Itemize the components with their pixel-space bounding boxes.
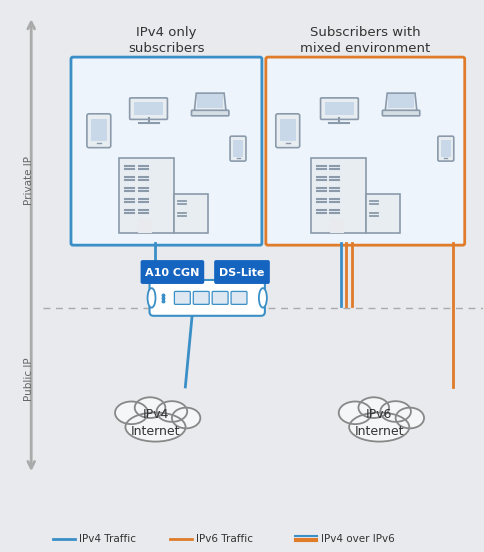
Bar — [388, 94, 414, 108]
Text: A10 CGN: A10 CGN — [145, 268, 199, 278]
Bar — [134, 102, 164, 115]
Text: IPv6 Traffic: IPv6 Traffic — [197, 534, 253, 544]
Text: Public IP: Public IP — [24, 358, 34, 401]
Bar — [91, 119, 107, 141]
Ellipse shape — [339, 401, 372, 424]
FancyBboxPatch shape — [276, 114, 300, 147]
FancyBboxPatch shape — [193, 291, 209, 304]
Ellipse shape — [259, 288, 267, 307]
Ellipse shape — [157, 401, 187, 422]
Bar — [280, 119, 296, 141]
FancyBboxPatch shape — [130, 98, 167, 119]
FancyBboxPatch shape — [87, 114, 111, 147]
Bar — [441, 140, 451, 157]
FancyBboxPatch shape — [320, 98, 358, 119]
Bar — [197, 94, 223, 108]
Text: IPv4 over IPv6: IPv4 over IPv6 — [320, 534, 394, 544]
Text: Private IP: Private IP — [24, 156, 34, 205]
FancyBboxPatch shape — [150, 280, 265, 316]
Bar — [138, 219, 152, 233]
Text: IPv6
Internet: IPv6 Internet — [354, 408, 404, 438]
Bar — [233, 140, 243, 157]
FancyBboxPatch shape — [214, 260, 270, 284]
FancyBboxPatch shape — [140, 260, 204, 284]
Text: IPv4
Internet: IPv4 Internet — [131, 408, 180, 438]
Text: IPv4 Traffic: IPv4 Traffic — [79, 534, 136, 544]
FancyBboxPatch shape — [438, 136, 454, 161]
Ellipse shape — [395, 407, 424, 428]
Ellipse shape — [172, 407, 200, 428]
FancyBboxPatch shape — [174, 291, 190, 304]
FancyBboxPatch shape — [192, 110, 229, 116]
Text: Subscribers with
mixed environment: Subscribers with mixed environment — [300, 26, 430, 55]
Text: DS-Lite: DS-Lite — [219, 268, 265, 278]
Text: IPv4 only
subscribers: IPv4 only subscribers — [128, 26, 205, 55]
FancyBboxPatch shape — [230, 136, 246, 161]
Ellipse shape — [359, 397, 389, 418]
Bar — [366, 194, 400, 233]
FancyBboxPatch shape — [266, 57, 465, 245]
Bar — [330, 219, 344, 233]
Polygon shape — [194, 93, 226, 112]
Bar — [174, 194, 208, 233]
Ellipse shape — [125, 412, 185, 442]
FancyBboxPatch shape — [212, 291, 228, 304]
FancyBboxPatch shape — [71, 57, 262, 245]
Ellipse shape — [148, 288, 155, 307]
Ellipse shape — [380, 401, 411, 422]
Ellipse shape — [135, 397, 166, 418]
FancyBboxPatch shape — [382, 110, 420, 116]
Bar — [311, 158, 366, 233]
Ellipse shape — [115, 401, 148, 424]
Polygon shape — [385, 93, 417, 112]
Ellipse shape — [349, 412, 409, 442]
FancyBboxPatch shape — [231, 291, 247, 304]
Bar — [119, 158, 174, 233]
Bar — [325, 102, 354, 115]
